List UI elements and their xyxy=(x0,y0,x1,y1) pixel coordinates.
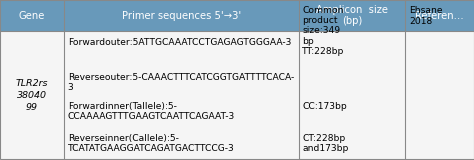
Text: Amplicon  size
(bp): Amplicon size (bp) xyxy=(316,5,388,26)
Text: CT:228bp
and173bp: CT:228bp and173bp xyxy=(302,134,349,153)
Text: Forwardinner(Tallele):5-
CCAAAAGTTTGAAGTCAATTCAGAAT-3: Forwardinner(Tallele):5- CCAAAAGTTTGAAGT… xyxy=(68,102,235,121)
Text: Reverseouter:5-CAAACTTTCATCGGTGATTTTCACA-
3: Reverseouter:5-CAAACTTTCATCGGTGATTTTCACA… xyxy=(68,73,294,92)
Text: Common
product
size:349
bp
TT:228bp: Common product size:349 bp TT:228bp xyxy=(302,6,345,56)
Text: Ehsane
2018: Ehsane 2018 xyxy=(409,6,443,26)
Text: Referen…: Referen… xyxy=(415,11,464,21)
Text: Gene: Gene xyxy=(19,11,45,21)
Text: Forwardouter:5ATTGCAAATCCTGAGAGTGGGAA-3: Forwardouter:5ATTGCAAATCCTGAGAGTGGGAA-3 xyxy=(68,38,291,47)
Text: Reverseinner(Callele):5-
TCATATGAAGGATCAGATGACTTCCG-3: Reverseinner(Callele):5- TCATATGAAGGATCA… xyxy=(68,134,235,153)
FancyBboxPatch shape xyxy=(0,31,474,159)
Text: CC:173bp: CC:173bp xyxy=(302,102,347,111)
Text: Primer sequences 5'→3': Primer sequences 5'→3' xyxy=(122,11,241,21)
Text: TLR2rs
38040
99: TLR2rs 38040 99 xyxy=(16,79,48,112)
FancyBboxPatch shape xyxy=(0,0,474,31)
